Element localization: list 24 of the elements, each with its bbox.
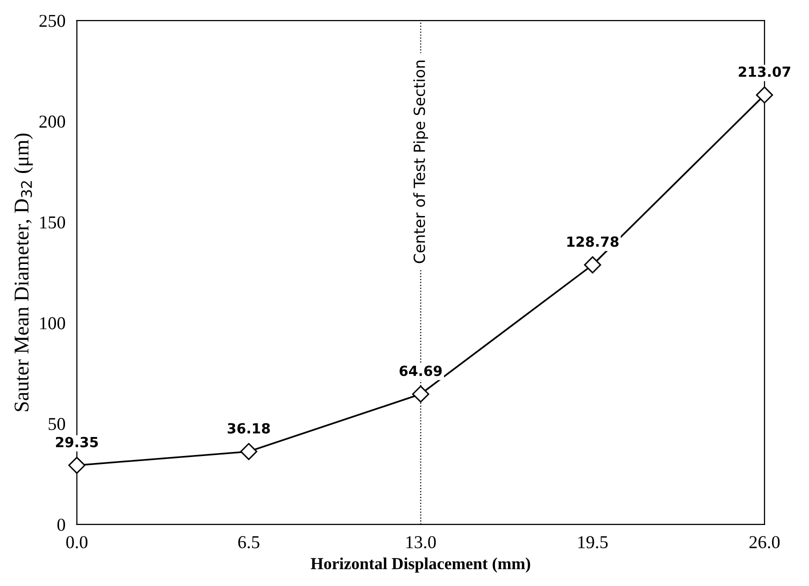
y-tick-label: 100 [40,317,66,330]
data-label: 64.69 [400,366,442,376]
y-axis-title: Sauter Mean Diameter, D$_{32}$ (μm) [14,134,33,412]
point [68,456,86,474]
y-tick-label: 250 [39,14,66,27]
ref-line-label: Center of Test Pipe Section [413,60,428,264]
data-label: 213.07 [738,66,790,77]
y-tick-label: 50 [48,418,66,430]
point [584,256,602,274]
x-tick-label: 6.5 [238,536,260,548]
x-tick-label: 13.0 [406,536,436,548]
y-tick-label: 150 [40,216,66,229]
y-tick-label: 0 [57,518,66,531]
point [240,442,258,460]
x-tick-label: 26.0 [750,536,780,548]
y-tick-label: 200 [39,116,66,128]
data-label: 36.18 [228,423,270,434]
x-axis-title: Horizontal Displacement (mm) [310,558,530,573]
point [756,86,774,104]
x-tick-label: 0.0 [66,536,88,548]
data-label: 29.35 [56,436,98,448]
point [412,386,430,403]
x-tick-label: 19.5 [578,536,608,548]
data-label: 128.78 [567,236,619,247]
